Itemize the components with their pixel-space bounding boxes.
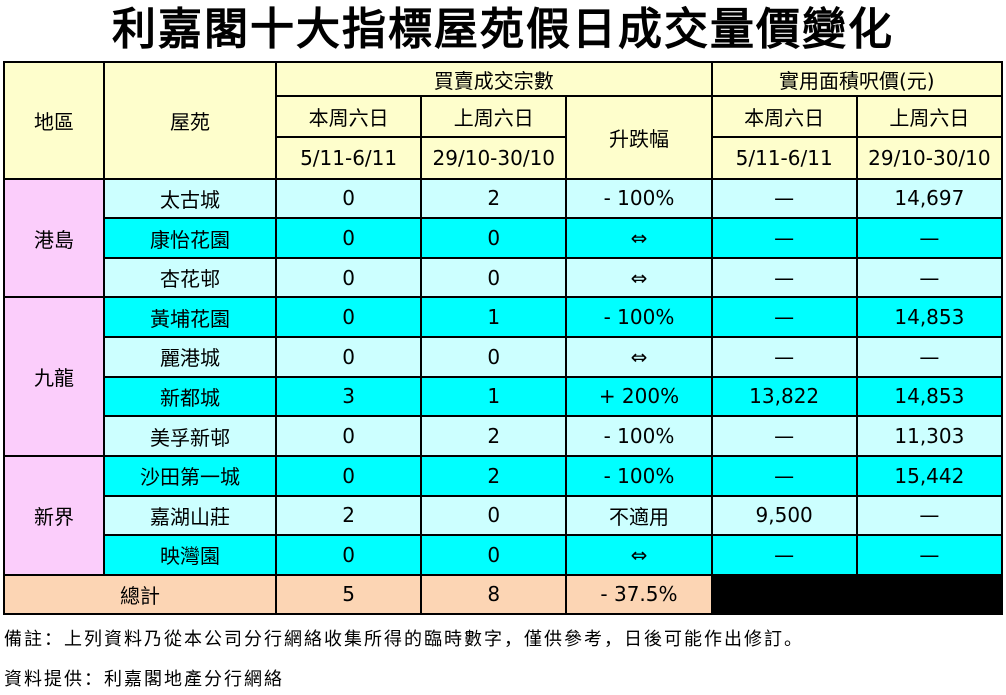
this-week-volume-cell: 0 xyxy=(274,336,423,378)
last-week-price-header: 上周六日 xyxy=(855,95,1004,139)
table-row: 康怡花園 0 0 ⇔ — — xyxy=(4,217,1004,259)
estate-cell: 嘉湖山莊 xyxy=(103,494,277,537)
volume-group-header: 買賣成交宗數 xyxy=(275,60,713,98)
last-week-price-cell: — xyxy=(855,256,1004,299)
region-cell: 新界 xyxy=(3,454,105,576)
region-header: 地區 xyxy=(3,61,105,180)
last-week-volume-cell: 0 xyxy=(420,336,568,378)
last-week-vol-header: 上周六日 xyxy=(420,95,568,139)
last-week-price-cell: 15,442 xyxy=(855,454,1004,497)
last-week-volume-cell: 0 xyxy=(420,494,568,537)
change-cell: + 200% xyxy=(565,375,713,418)
region-cell: 港島 xyxy=(3,177,105,299)
total-change: - 37.5% xyxy=(565,573,713,616)
last-week-volume-cell: 1 xyxy=(420,296,568,339)
last-week-price-cell: — xyxy=(855,336,1004,378)
table-row: 美孚新邨 0 2- 100% —11,303 xyxy=(4,415,1004,457)
total-row: 總計 5 8 - 37.5% xyxy=(3,573,1004,616)
table-row: 九龍 黃埔花園 0 1- 100% —14,853 xyxy=(3,296,1004,457)
this-week-vol-header: 本周六日 xyxy=(274,95,423,139)
last-week-price-cell: 14,697 xyxy=(855,177,1004,220)
estate-cell: 新都城 xyxy=(103,375,277,418)
table-row: 新界 沙田第一城 0 2- 100% —15,442 xyxy=(3,454,1004,576)
this-week-price-cell: — xyxy=(710,454,858,497)
this-week-volume-cell: 0 xyxy=(274,454,423,497)
last-week-price-cell: 14,853 xyxy=(855,296,1004,339)
last-week-volume-cell: 2 xyxy=(420,454,568,497)
table-row: 麗港城 0 0 ⇔ — — xyxy=(4,336,1004,378)
estate-header: 屋苑 xyxy=(103,61,277,180)
estate-cell: 康怡花園 xyxy=(103,217,277,259)
this-week-volume-cell: 0 xyxy=(274,534,423,576)
source-note: 資料提供：利嘉閣地產分行網絡 xyxy=(4,669,284,690)
this-week-price-cell: — xyxy=(710,336,858,378)
change-cell: - 100% xyxy=(565,454,713,497)
table-body: 港島 太古城 0 2- 100% —14,697 康怡花園 0 0 ⇔ — — 杏花邨 0 0 ⇔ — — 九龍黃… xyxy=(3,177,1004,576)
this-week-price-cell: — xyxy=(710,415,858,457)
estate-cell: 美孚新邨 xyxy=(103,415,277,457)
table-row: 杏花邨 0 0 ⇔ — — xyxy=(4,256,1004,299)
estate-cell: 映灣園 xyxy=(103,534,277,576)
last-week-price-cell: 11,303 xyxy=(855,415,1004,457)
table-row: 港島 太古城 0 2- 100% —14,697 xyxy=(3,177,1004,299)
last-week-price-dates: 29/10-30/10 xyxy=(855,136,1004,180)
this-week-volume-cell: 0 xyxy=(274,256,423,299)
change-cell: - 100% xyxy=(565,177,713,220)
table-row: 新都城 3 1 + 200% 13,822 14,853 xyxy=(4,375,1004,418)
change-cell: 不適用 xyxy=(565,494,713,537)
last-week-volume-cell: 2 xyxy=(420,177,568,220)
last-week-volume-cell: 0 xyxy=(420,534,568,576)
estate-cell: 黃埔花園 xyxy=(103,296,277,339)
price-group-header: 實用面積呎價(元) xyxy=(710,60,1004,98)
this-week-price-cell: — xyxy=(710,296,858,339)
page-title: 利嘉閣十大指標屋苑假日成交量價變化 xyxy=(112,4,894,55)
this-week-volume-cell: 0 xyxy=(274,415,423,457)
change-cell: ⇔ xyxy=(565,256,713,299)
estate-cell: 沙田第一城 xyxy=(103,454,277,497)
this-week-price-cell: — xyxy=(710,217,858,259)
total-last-vol: 8 xyxy=(420,573,568,616)
change-header: 升跌幅 xyxy=(565,95,713,180)
this-week-price-cell: 9,500 xyxy=(710,494,858,537)
total-this-vol: 5 xyxy=(274,573,423,616)
last-week-price-cell: 14,853 xyxy=(855,375,1004,418)
this-week-price-cell: 13,822 xyxy=(710,375,858,418)
this-week-price-dates: 5/11-6/11 xyxy=(710,136,858,180)
remark-note: 備註：上列資料乃從本公司分行網絡收集所得的臨時數字，僅供參考，日後可能作出修訂。 xyxy=(4,629,804,650)
last-week-volume-cell: 2 xyxy=(420,415,568,457)
change-cell: - 100% xyxy=(565,415,713,457)
last-week-volume-cell: 0 xyxy=(420,256,568,299)
change-cell: ⇔ xyxy=(565,217,713,259)
this-week-volume-cell: 3 xyxy=(274,375,423,418)
region-cell: 九龍 xyxy=(3,296,105,457)
table-row: 映灣園 0 0 ⇔ — — xyxy=(4,534,1004,576)
this-week-volume-cell: 0 xyxy=(274,296,423,339)
this-week-volume-cell: 0 xyxy=(274,217,423,259)
blank-black-cell xyxy=(710,573,1004,616)
this-week-volume-cell: 2 xyxy=(274,494,423,537)
table-row: 嘉湖山莊 2 0 不適用 9,500— xyxy=(4,494,1004,537)
last-week-volume-cell: 1 xyxy=(420,375,568,418)
this-week-price-header: 本周六日 xyxy=(710,95,858,139)
change-cell: ⇔ xyxy=(565,534,713,576)
change-cell: - 100% xyxy=(565,296,713,339)
estate-cell: 太古城 xyxy=(103,177,277,220)
estate-cell: 麗港城 xyxy=(103,336,277,378)
last-week-volume-cell: 0 xyxy=(420,217,568,259)
estate-cell: 杏花邨 xyxy=(103,256,277,299)
transaction-table: 地區 屋苑 買賣成交宗數 實用面積呎價(元) 本周六日 上周六日 升跌幅 本周六… xyxy=(3,60,1004,616)
this-week-price-cell: — xyxy=(710,256,858,299)
last-week-price-cell: — xyxy=(855,494,1004,537)
change-cell: ⇔ xyxy=(565,336,713,378)
last-week-price-cell: — xyxy=(855,534,1004,576)
last-week-price-cell: — xyxy=(855,217,1004,259)
total-label: 總計 xyxy=(3,573,277,616)
this-week-price-cell: — xyxy=(710,534,858,576)
this-week-vol-dates: 5/11-6/11 xyxy=(274,136,423,180)
this-week-price-cell: — xyxy=(710,177,858,220)
this-week-volume-cell: 0 xyxy=(274,177,423,220)
last-week-vol-dates: 29/10-30/10 xyxy=(420,136,568,180)
